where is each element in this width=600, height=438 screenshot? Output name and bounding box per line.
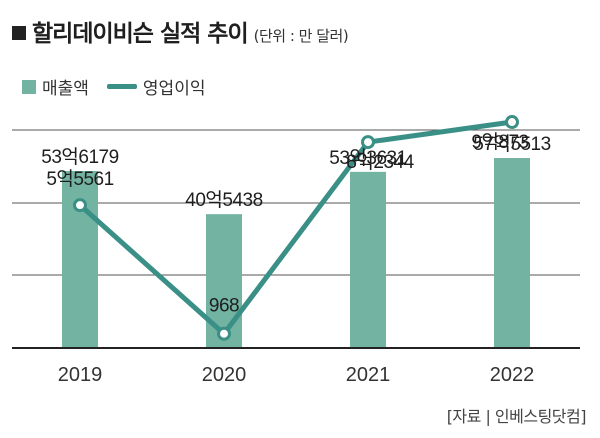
x-tick-2019: 2019 — [58, 364, 103, 386]
line-point-2019 — [73, 198, 87, 213]
unit-note: (단위 : 만 달러) — [253, 27, 349, 45]
bar-2019 — [62, 170, 98, 348]
bar-label-2022: 57억5513 — [473, 133, 550, 155]
x-tick-2022: 2022 — [490, 364, 535, 386]
chart-title: 할리데이비슨 실적 추이 — [32, 21, 249, 47]
operating-profit-line — [77, 119, 515, 337]
line-point-2021 — [361, 135, 375, 150]
line-label-2020: 968 — [209, 296, 239, 317]
bar-2022 — [494, 158, 530, 348]
line-point-2020 — [217, 326, 231, 341]
title-square-icon — [12, 26, 26, 40]
bar-label-2019: 53억6179 — [41, 146, 118, 168]
line-point-2022 — [505, 115, 519, 130]
line-label-2021: 8억2344 — [346, 151, 414, 173]
bar-2021 — [350, 171, 386, 348]
legend-line-swatch-icon — [106, 84, 137, 89]
chart-title-block: 할리데이비슨 실적 추이 (단위 : 만 달러) — [12, 14, 349, 48]
x-tick-2020: 2020 — [202, 364, 247, 386]
line-label-2019: 5억5561 — [46, 168, 113, 190]
legend-line-label: 영업이익 — [142, 79, 206, 99]
source-note: [자료 | 인베스팅닷컴] — [446, 407, 587, 426]
x-tick-2021: 2021 — [346, 364, 391, 386]
bar-label-2021: 53억3631 — [329, 147, 406, 169]
legend-bar-swatch-icon — [22, 79, 36, 94]
bar-label-2020: 40억5438 — [185, 189, 262, 211]
line-label-2022: 9억873 — [471, 131, 528, 153]
legend-bar-label: 매출액 — [42, 79, 89, 99]
legend: 매출액 영업이익 — [22, 74, 205, 99]
